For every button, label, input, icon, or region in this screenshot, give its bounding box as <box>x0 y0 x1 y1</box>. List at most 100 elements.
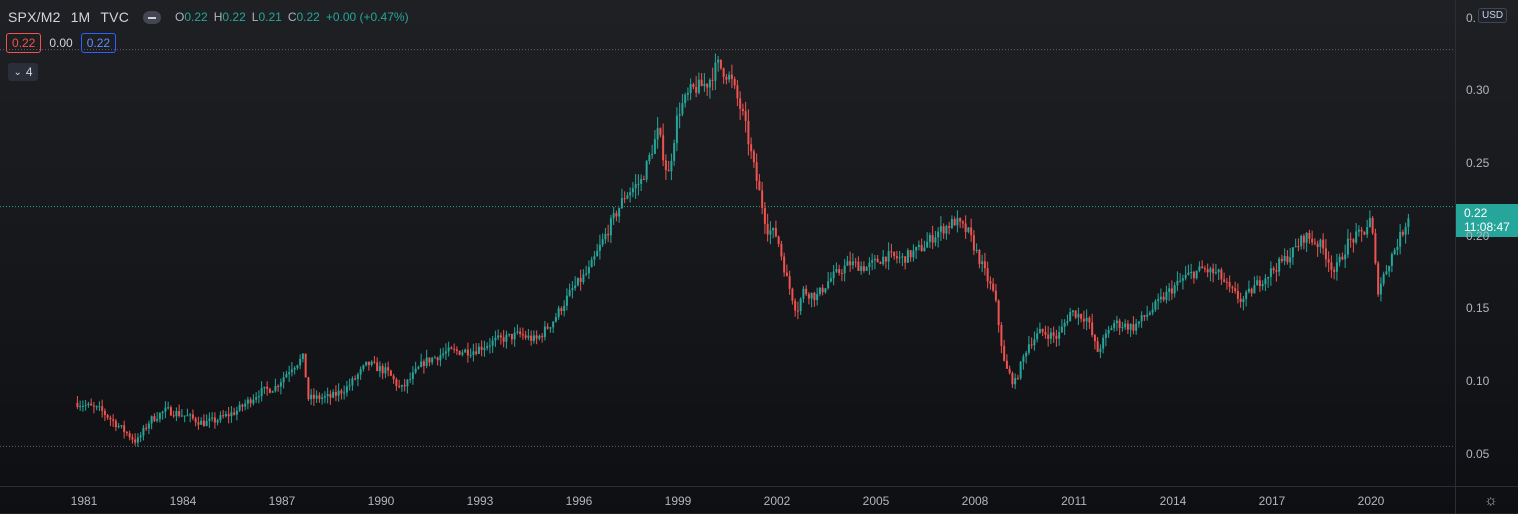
candle <box>1110 325 1113 331</box>
candle <box>447 341 450 357</box>
candle-body <box>1242 298 1245 302</box>
candle <box>1316 240 1319 257</box>
candle <box>538 334 541 341</box>
interval-label[interactable]: 1M <box>70 9 91 25</box>
ask-value-box[interactable]: 0.22 <box>80 33 117 53</box>
candle-body <box>455 349 458 351</box>
candle-body <box>1118 320 1121 328</box>
candle <box>906 248 909 263</box>
candle-body <box>1113 323 1116 329</box>
candle-body <box>1223 279 1226 282</box>
candle <box>667 160 670 172</box>
candle <box>1209 266 1212 282</box>
candle-body <box>1003 345 1006 361</box>
candle-body <box>180 415 183 417</box>
candle <box>1399 224 1402 255</box>
candle-body <box>510 333 513 340</box>
candle <box>796 301 799 320</box>
candle <box>1143 314 1146 321</box>
candle-body <box>76 402 79 407</box>
candle <box>1360 226 1363 242</box>
value-boxes: 0.22 0.00 0.22 <box>6 33 117 53</box>
candle <box>557 305 560 320</box>
candle-body <box>744 111 747 121</box>
candle-body <box>208 418 211 421</box>
candle <box>780 240 783 261</box>
candle-body <box>307 377 310 400</box>
candle <box>849 251 852 272</box>
candle <box>290 362 293 377</box>
candle-body <box>733 78 736 86</box>
candle <box>1118 318 1121 335</box>
candle <box>505 330 508 349</box>
candle-body <box>1352 239 1355 243</box>
candle <box>895 250 898 264</box>
chart-plot-area[interactable] <box>0 0 1455 486</box>
candle <box>1201 260 1204 269</box>
candle <box>730 64 733 88</box>
price-axis[interactable]: USD 0.22 11:08:47 0. 0.30 0.25 0.20 0.15 0.10… <box>1455 0 1518 486</box>
candle <box>612 206 615 225</box>
eye-icon[interactable] <box>143 10 162 24</box>
candle <box>695 76 698 98</box>
candlestick-chart[interactable] <box>0 0 1455 486</box>
candle <box>164 401 167 419</box>
candle <box>307 376 310 401</box>
candle-body <box>634 184 637 189</box>
candle-body <box>106 414 109 418</box>
candle <box>574 276 577 291</box>
candle <box>354 375 357 381</box>
candle-body <box>1033 339 1036 346</box>
candle <box>106 413 109 420</box>
candle <box>530 330 533 346</box>
candle-body <box>565 295 568 306</box>
candle <box>673 139 676 166</box>
bid-value-box[interactable]: 0.22 <box>6 33 42 53</box>
symbol-name[interactable]: SPX/M2 <box>8 9 61 25</box>
candle-body <box>136 437 139 443</box>
candle-body <box>887 251 890 262</box>
indicators-toggle-button[interactable]: ⌄ 4 <box>8 63 38 81</box>
candle <box>813 291 816 307</box>
candle-body <box>337 390 340 396</box>
candle <box>205 414 208 427</box>
currency-label[interactable]: USD <box>1478 8 1508 23</box>
candle <box>409 372 412 384</box>
candle-body <box>876 258 879 263</box>
candle <box>604 227 607 244</box>
candle <box>197 416 200 430</box>
candle <box>975 243 978 254</box>
candle <box>1258 276 1261 292</box>
candle <box>986 261 989 289</box>
candle-body <box>783 256 786 273</box>
candle <box>1088 316 1091 329</box>
candle-body <box>1313 242 1316 244</box>
candle-body <box>123 425 126 433</box>
candle-body <box>906 250 909 263</box>
candle <box>1393 247 1396 256</box>
candle <box>1115 315 1118 331</box>
candle-body <box>257 396 260 398</box>
candle <box>989 276 992 290</box>
candle <box>1060 319 1063 333</box>
time-axis[interactable]: 1981 1984 1987 1990 1993 1996 1999 2002 2005 2008… <box>0 486 1455 514</box>
candle-body <box>213 417 216 423</box>
candle <box>378 361 381 378</box>
candle-body <box>692 84 695 88</box>
candle-body <box>1055 335 1058 339</box>
candle <box>1366 219 1369 238</box>
candle-body <box>117 425 120 428</box>
candle-body <box>530 335 533 341</box>
candle-body <box>1388 265 1391 272</box>
gear-icon[interactable]: ☼ <box>1484 492 1498 509</box>
candle <box>1374 228 1377 265</box>
candle <box>277 384 280 392</box>
candle <box>477 343 480 355</box>
candle <box>1036 327 1039 343</box>
candle-body <box>1278 258 1281 272</box>
price-tick-label: 0.05 <box>1466 446 1490 461</box>
candle-body <box>571 288 574 291</box>
candle-body <box>642 179 645 181</box>
candle <box>761 182 764 215</box>
candle-body <box>873 258 876 261</box>
